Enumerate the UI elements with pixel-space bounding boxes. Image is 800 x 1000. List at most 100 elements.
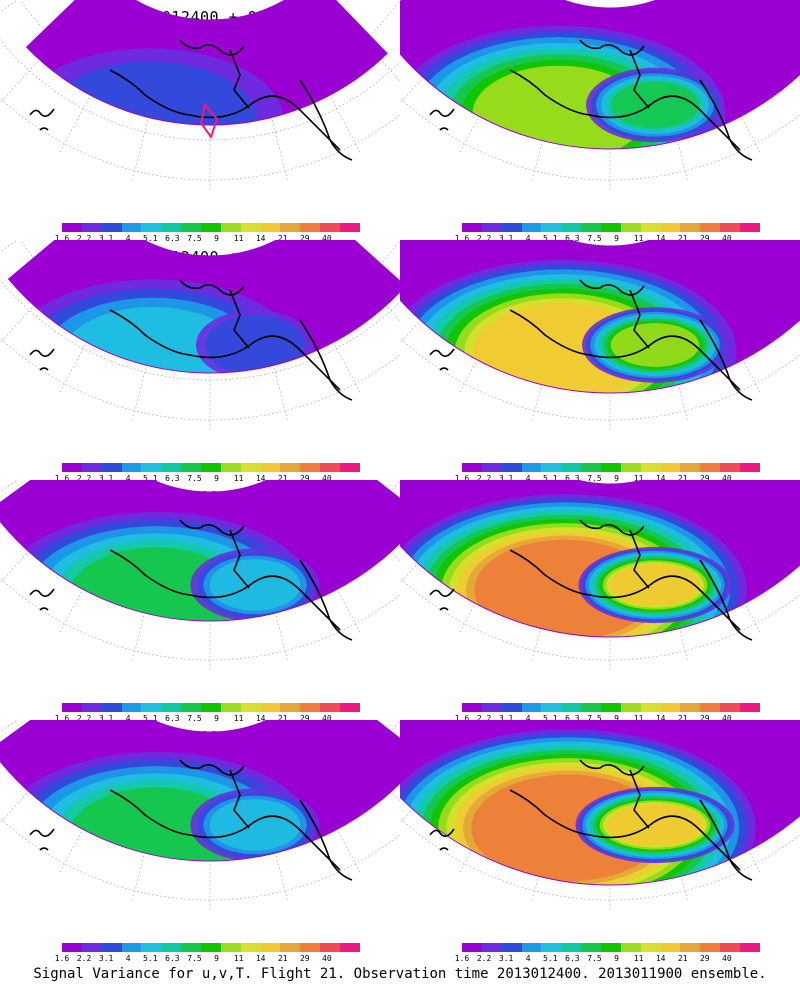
colorbar-swatch [340,943,360,952]
colorbar-swatch [521,943,542,952]
coastline [29,759,353,881]
colorbar-swatch [320,463,341,472]
colorbar-swatch [62,223,82,232]
coastline [429,759,753,881]
colorbar [62,223,360,232]
colorbar-tick-label: 21 [277,954,288,963]
colorbar-swatch [700,463,721,472]
colorbar-tick-label: 5.1 [143,954,158,963]
colorbar-tick-label: 1.6 [454,954,470,963]
colorbar-swatch [121,463,142,472]
contour-band [209,799,301,851]
field-layers [400,480,800,637]
colorbar-tick-label: 29 [699,234,710,243]
colorbar-tick-label: 40 [322,714,332,723]
colorbar-tick-label: 6.3 [565,954,580,963]
colorbar-tick-label: 9 [614,234,619,243]
colorbar-tick-label: 2.2 [476,954,492,963]
domain-edge [0,480,400,622]
field-layers [26,0,388,126]
contour-band [43,61,257,126]
colorbar-tick-label: 2.2 [476,234,492,243]
colorbar-swatch [541,943,562,952]
colorbar-swatch [501,943,522,952]
colorbar-labels: 1.6 2.2 3.1 4 5.1 6.3 7.5 9 11 14 21 29 40 [55,954,360,964]
colorbar-swatch [81,463,102,472]
colorbar-tick-label: 11 [633,474,644,483]
colorbar-swatch [601,703,621,712]
colorbar-swatch [720,223,741,232]
colorbar-tick-label: 11 [633,954,644,963]
colorbar-swatch [541,223,562,232]
colorbar-tick-label: 1.6 [454,714,470,723]
colorbar-tick-label: 29 [299,714,310,723]
colorbar-swatch [141,703,162,712]
colorbar-swatch [340,463,360,472]
map-plot [400,0,800,190]
map-plot [400,720,800,910]
colorbar [62,463,360,472]
colorbar-tick-label: 5.1 [543,714,558,723]
map-panel: 2013012400 + 36h1.62.23.145.16.37.591114… [0,720,400,963]
colorbar-labels: 1.6 2.2 3.1 4 5.1 6.3 7.5 9 11 14 21 29 40 [455,234,760,244]
colorbar-swatch [581,703,602,712]
colorbar-tick-label: 1.6 [454,234,470,243]
colorbar-tick-label: 3.1 [98,234,114,243]
colorbar-tick-label: 5.1 [143,234,158,243]
colorbar-swatch [561,943,582,952]
colorbar-swatch [220,223,241,232]
colorbar-swatch [62,463,82,472]
colorbar-tick-label: 1.6 [54,714,70,723]
colorbar-tick-label: 9 [614,474,619,483]
colorbar-swatch [81,223,102,232]
colorbar-swatch [300,943,321,952]
colorbar-tick-label: 3.1 [498,714,514,723]
colorbar-swatch [161,703,182,712]
colorbar-swatch [340,703,360,712]
colorbar-tick-label: 2.2 [76,954,92,963]
domain-edge [7,240,400,374]
colorbar-swatch [501,703,522,712]
colorbar-swatch [481,223,502,232]
colorbar-swatch [620,943,641,952]
colorbar-swatch [320,943,341,952]
colorbar-tick-label: 6.3 [165,954,180,963]
colorbar-swatch [521,223,542,232]
colorbar-labels: 1.6 2.2 3.1 4 5.1 6.3 7.5 9 11 14 21 29 40 [55,474,360,484]
colorbar-swatch [201,463,221,472]
colorbar-tick-label: 7.5 [187,714,202,723]
colorbar-tick-label: 14 [655,954,666,963]
colorbar-swatch [141,223,162,232]
variance-field [400,240,800,394]
colorbar-swatch [501,223,522,232]
colorbar-swatch [620,463,641,472]
colorbar-tick-label: 4 [525,714,531,723]
colorbar-tick-label: 3.1 [498,234,514,243]
colorbar-swatch [620,223,641,232]
colorbar-tick-label: 6.3 [165,234,180,243]
coastline [429,39,753,161]
colorbar-labels: 1.6 2.2 3.1 4 5.1 6.3 7.5 9 11 14 21 29 40 [455,954,760,964]
colorbar-swatch [462,223,482,232]
colorbar-tick-label: 11 [233,234,244,243]
field-layers [0,720,400,861]
map-plot [0,480,400,670]
colorbar-tick-label: 14 [255,234,266,243]
colorbar-tick-label: 40 [322,474,332,483]
colorbar-tick-label: 7.5 [187,474,202,483]
colorbar-tick-label: 5.1 [543,954,558,963]
colorbar-swatch [720,703,741,712]
colorbar-tick-label: 40 [722,234,732,243]
colorbar-tick-label: 5.1 [543,474,558,483]
colorbar-tick-label: 5.1 [543,234,558,243]
colorbar-tick-label: 4 [125,234,131,243]
coastline [429,519,753,641]
colorbar-swatch [201,223,221,232]
colorbar-tick-label: 29 [299,954,310,963]
colorbar-tick-label: 40 [722,474,732,483]
colorbar-tick-label: 11 [633,714,644,723]
colorbar-tick-label: 40 [322,954,332,963]
colorbar-swatch [280,943,301,952]
colorbar-tick-label: 21 [677,474,688,483]
contour-band [611,81,699,129]
